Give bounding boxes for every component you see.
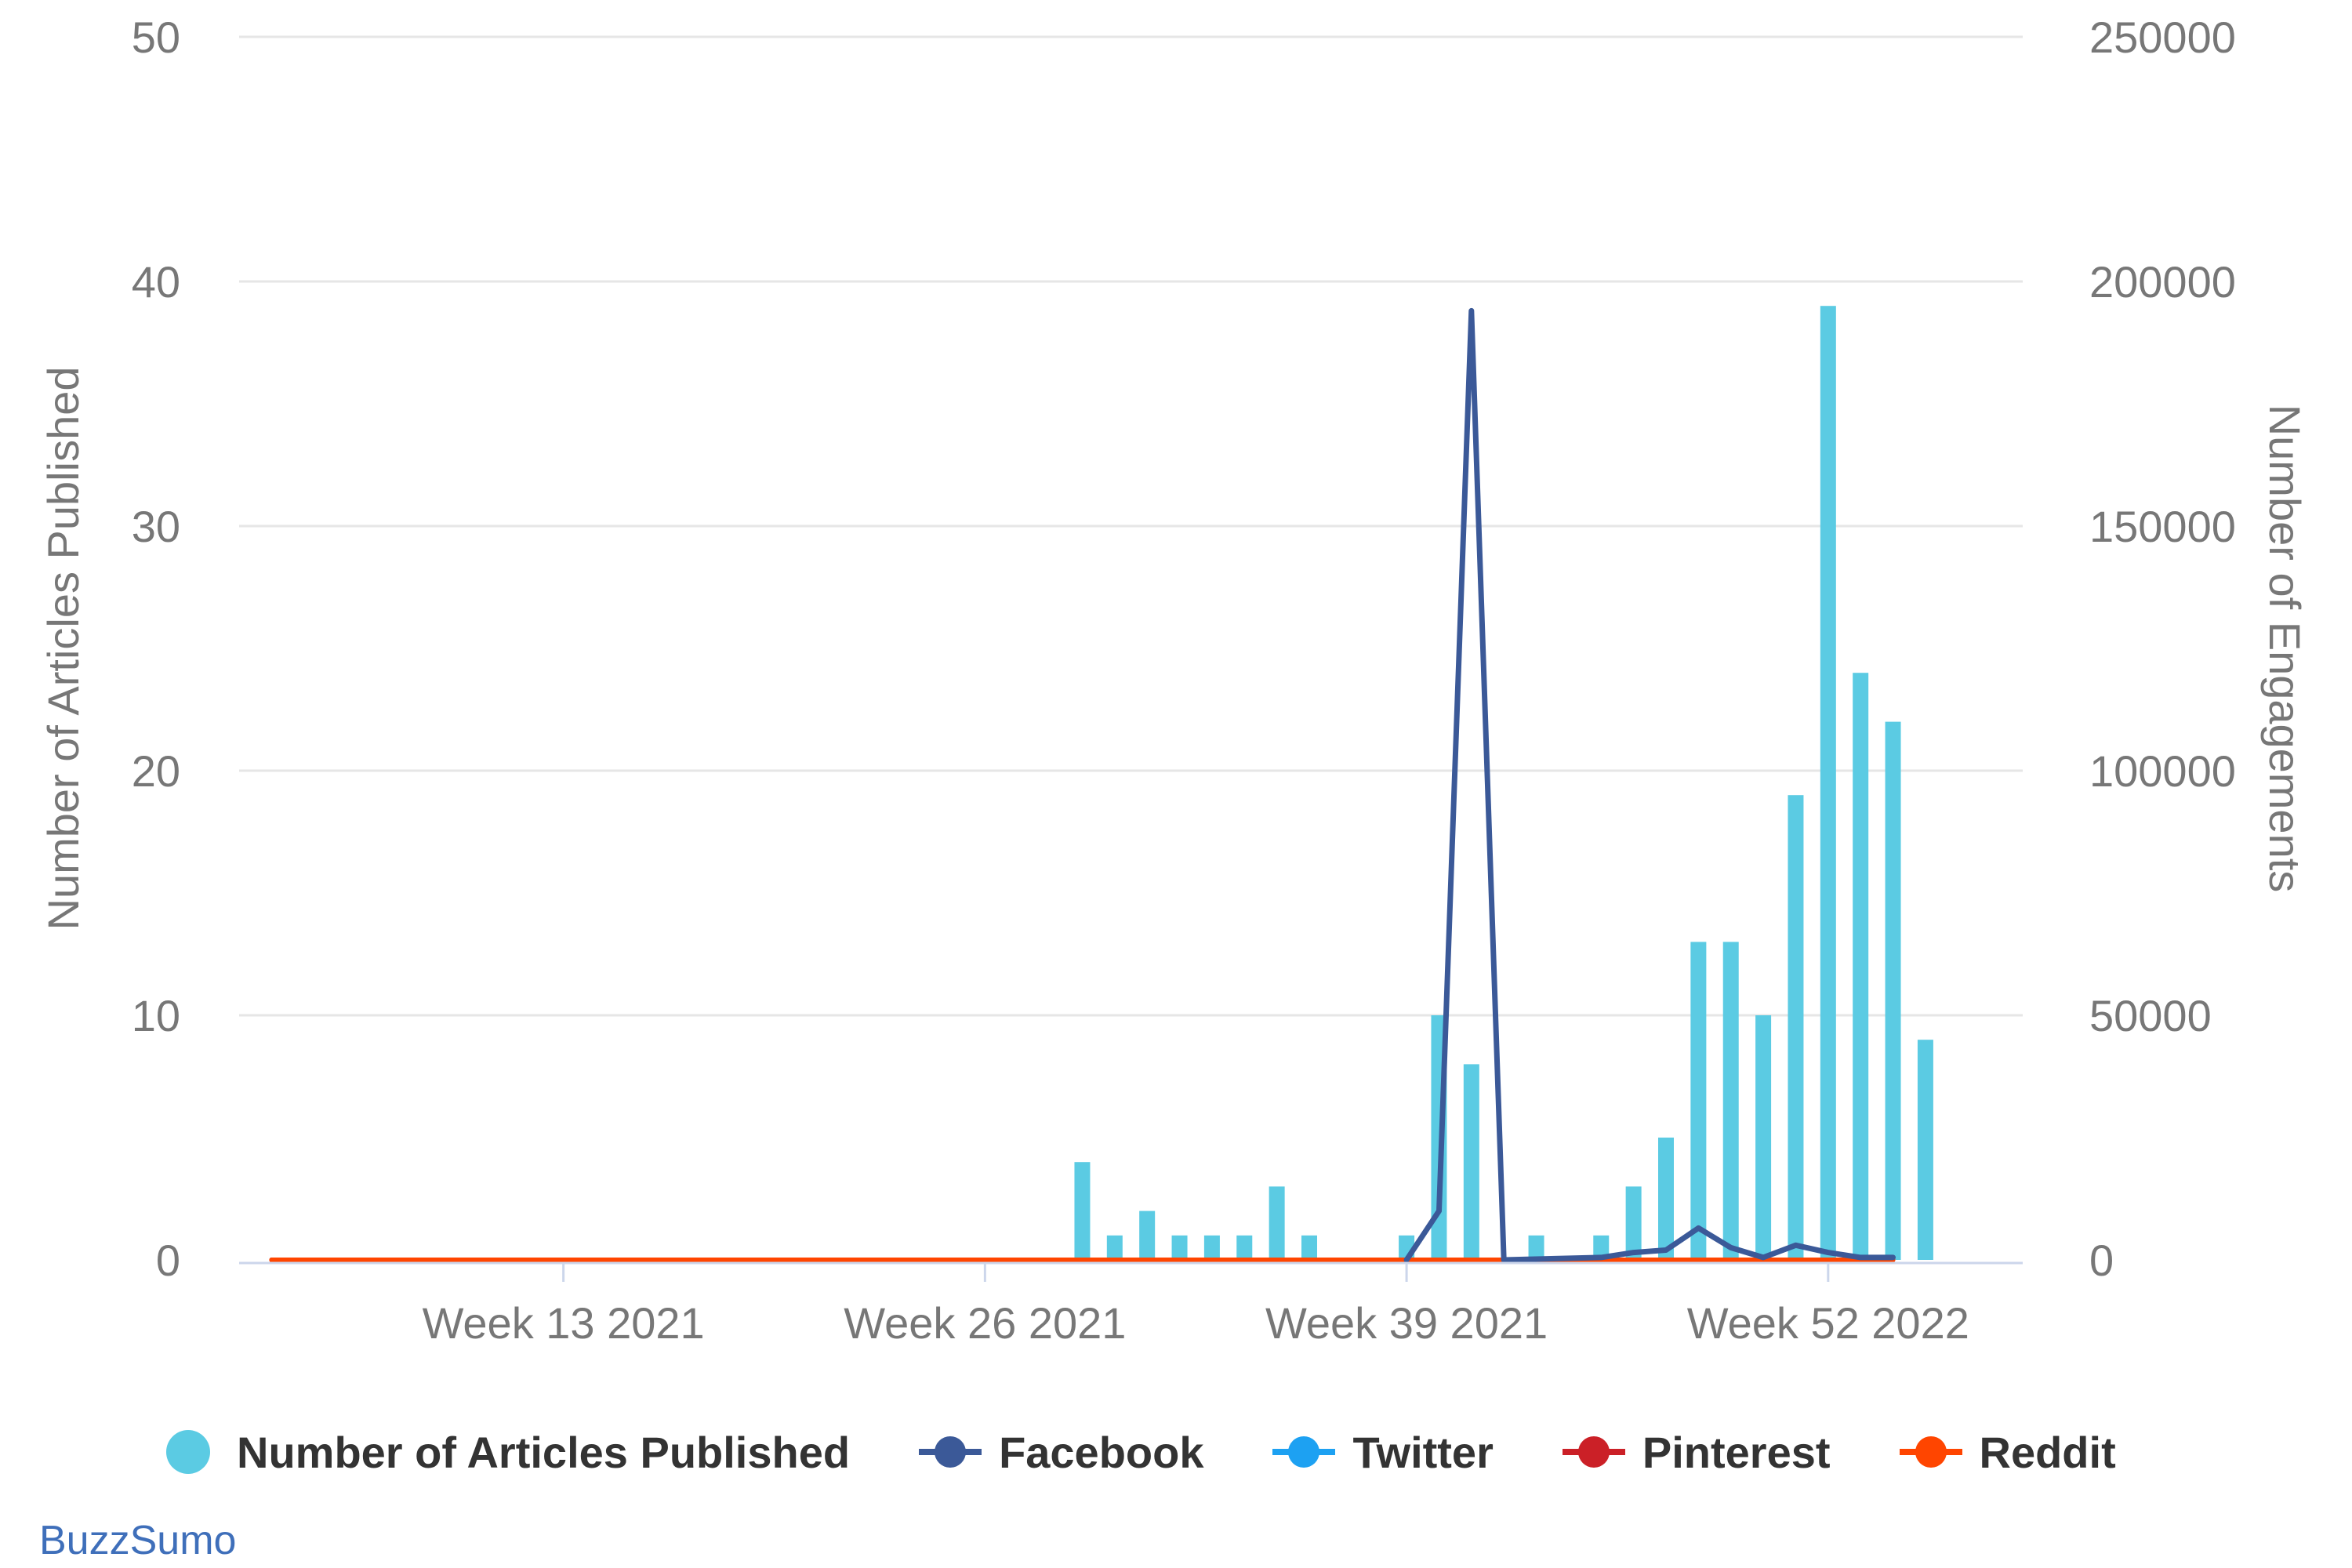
brand-logo-text[interactable]: BuzzSumo bbox=[39, 1518, 237, 1563]
x-tick-label: Week 13 2021 bbox=[423, 1298, 705, 1348]
bar-articles-week-48 bbox=[1690, 942, 1707, 1260]
legend-item-reddit[interactable]: Reddit bbox=[1899, 1427, 2116, 1478]
bar-articles-week-41 bbox=[1463, 1064, 1479, 1260]
bar-articles-week-46 bbox=[1625, 1186, 1642, 1260]
bar-articles-week-53 bbox=[1853, 673, 1869, 1260]
y-tick-label-right: 50000 bbox=[2089, 991, 2212, 1040]
bar-articles-week-30 bbox=[1106, 1235, 1123, 1260]
bar-articles-week-35 bbox=[1269, 1186, 1285, 1260]
bar-articles-week-50 bbox=[1755, 1015, 1772, 1260]
bar-articles-week-34 bbox=[1236, 1235, 1253, 1260]
bar-articles-week-29 bbox=[1074, 1162, 1091, 1260]
legend-label-pinterest: Pinterest bbox=[1642, 1427, 1831, 1477]
bar-articles-week-49 bbox=[1722, 942, 1739, 1260]
y-tick-label-right: 100000 bbox=[2089, 746, 2236, 796]
x-tick-label: Week 39 2021 bbox=[1265, 1298, 1548, 1348]
legend-item-facebook[interactable]: Facebook bbox=[919, 1427, 1203, 1478]
legend-swatch-facebook bbox=[919, 1428, 982, 1475]
legend-swatch-twitter bbox=[1272, 1428, 1336, 1475]
legend-label-articles: Number of Articles Published bbox=[237, 1427, 851, 1477]
y-tick-label-right: 200000 bbox=[2089, 257, 2236, 307]
legend-label-twitter: Twitter bbox=[1352, 1427, 1494, 1477]
bar-articles-week-32 bbox=[1171, 1235, 1188, 1260]
y-axis-title-left: Number of Articles Published bbox=[38, 366, 88, 930]
legend-label-reddit: Reddit bbox=[1979, 1427, 2116, 1477]
legend-item-twitter[interactable]: Twitter bbox=[1272, 1427, 1494, 1478]
y-tick-label-left: 10 bbox=[132, 991, 180, 1040]
bar-articles-week-36 bbox=[1301, 1235, 1317, 1260]
y-tick-label-right: 0 bbox=[2089, 1236, 2114, 1285]
legend-swatch-reddit bbox=[1899, 1428, 1962, 1475]
line-facebook bbox=[1403, 307, 1896, 1263]
y-tick-label-left: 50 bbox=[132, 13, 180, 62]
legend-item-pinterest[interactable]: Pinterest bbox=[1562, 1427, 1831, 1478]
bar-articles-week-47 bbox=[1658, 1138, 1674, 1260]
x-tick-label: Week 26 2021 bbox=[844, 1298, 1126, 1348]
grid-layer bbox=[239, 35, 2023, 1017]
bar-articles-week-31 bbox=[1139, 1210, 1156, 1260]
y-tick-label-left: 30 bbox=[132, 502, 180, 551]
bar-articles-week-52 bbox=[1820, 306, 1836, 1261]
bar-layer bbox=[1074, 306, 1933, 1261]
y-tick-label-right: 250000 bbox=[2089, 13, 2236, 62]
legend-swatch-articles bbox=[157, 1428, 220, 1475]
axis-layer: 0 0 10 50000 20 100000 30 150000 40 200000 50 25000… bbox=[132, 13, 2236, 1348]
bar-articles-week-45 bbox=[1593, 1235, 1610, 1260]
y-tick-label-left: 20 bbox=[132, 746, 180, 796]
line-layer bbox=[269, 307, 1896, 1263]
y-tick-label-left: 40 bbox=[132, 257, 180, 307]
y-tick-label-right: 150000 bbox=[2089, 502, 2236, 551]
bar-articles-week-51 bbox=[1788, 795, 1804, 1260]
y-axis-title-right: Number of Engagements bbox=[2260, 405, 2310, 893]
bar-articles-week-54 bbox=[1885, 721, 1901, 1260]
x-tick-label: Week 52 2022 bbox=[1687, 1298, 1969, 1348]
legend-label-facebook: Facebook bbox=[999, 1427, 1204, 1477]
legend-item-articles[interactable]: Number of Articles Published bbox=[157, 1427, 850, 1478]
bar-articles-week-33 bbox=[1203, 1235, 1220, 1260]
y-tick-label-left: 0 bbox=[156, 1236, 180, 1285]
bar-articles-week-55 bbox=[1917, 1040, 1933, 1260]
chart-legend: Number of Articles Published Facebook Tw… bbox=[157, 1421, 2274, 1483]
bar-articles-week-43 bbox=[1528, 1235, 1544, 1260]
legend-swatch-pinterest bbox=[1562, 1428, 1625, 1475]
